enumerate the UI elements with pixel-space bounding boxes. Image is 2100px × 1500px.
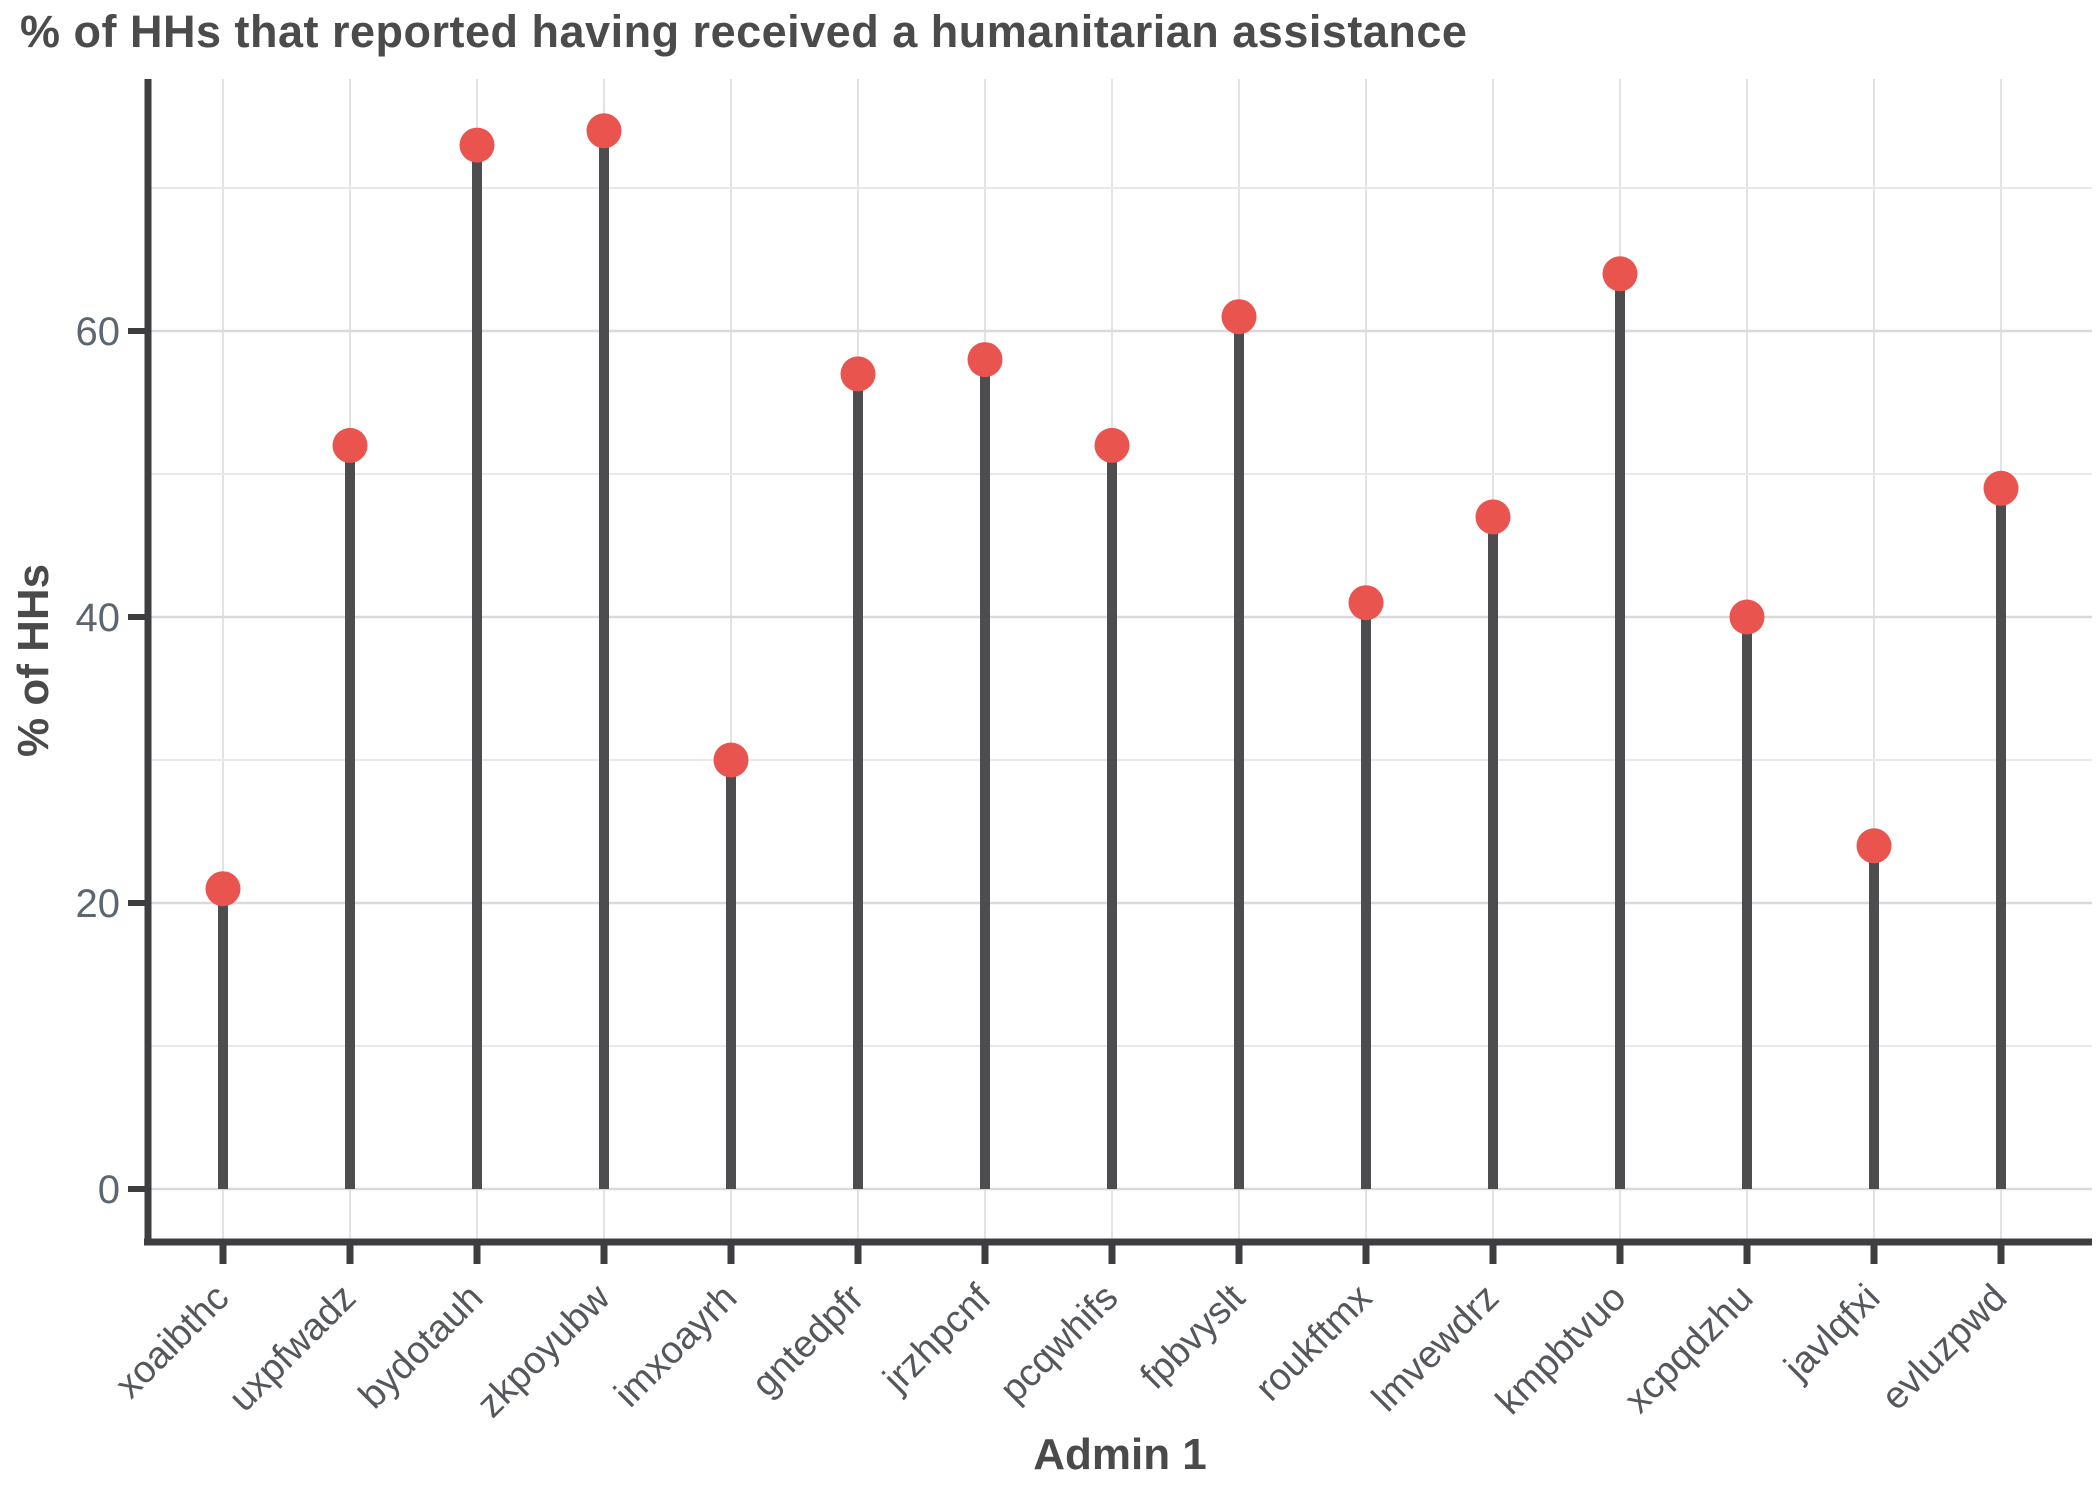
lollipop-point: [1983, 470, 2019, 506]
lollipop-point: [1729, 599, 1765, 635]
chart-title: % of HHs that reported having received a…: [20, 6, 1468, 57]
x-tick-label: xoaibthc: [108, 1277, 238, 1407]
lollipop-point: [1094, 427, 1130, 463]
x-tick-label: imxoayrh: [607, 1277, 746, 1416]
lollipop-point: [1348, 585, 1384, 621]
x-tick-label: evluzpwd: [1874, 1277, 2016, 1419]
x-tick-label: fpbvyslt: [1133, 1276, 1254, 1397]
y-tick-label: 60: [76, 310, 121, 354]
lollipop-point: [459, 127, 495, 163]
y-tick-label: 20: [76, 882, 121, 926]
lollipop-point: [1475, 499, 1511, 535]
lollipop-point: [713, 742, 749, 778]
x-tick-label: roukftmx: [1248, 1277, 1381, 1410]
y-tick-label: 40: [76, 596, 121, 640]
y-tick-label: 0: [98, 1168, 120, 1212]
lollipop-point: [1602, 256, 1638, 292]
x-tick-label: pcqwhifs: [992, 1277, 1126, 1411]
x-axis-title: Admin 1: [1033, 1430, 1207, 1479]
x-tick-label: zkpoyubw: [469, 1276, 619, 1426]
x-tick-label: xcpqdzhu: [1617, 1277, 1762, 1422]
lollipop-point: [840, 356, 876, 392]
x-tick-label: javlqfxi: [1776, 1277, 1889, 1390]
x-tick-label: lmvewdrz: [1364, 1277, 1507, 1420]
lollipop-point: [205, 871, 241, 907]
lollipop-point: [967, 342, 1003, 378]
lollipop-point: [1221, 299, 1257, 335]
x-tick-label: uxpfwadz: [221, 1277, 364, 1420]
lollipop-point: [1856, 828, 1892, 864]
lollipop-point: [332, 427, 368, 463]
x-tick-label: jrzhpcnf: [875, 1276, 1000, 1401]
lollipop-point: [586, 113, 622, 149]
x-tick-label: kmpbtvuo: [1488, 1277, 1634, 1423]
x-tick-label: gntedpfr: [744, 1276, 873, 1405]
y-axis-title: % of HHs: [9, 563, 58, 757]
